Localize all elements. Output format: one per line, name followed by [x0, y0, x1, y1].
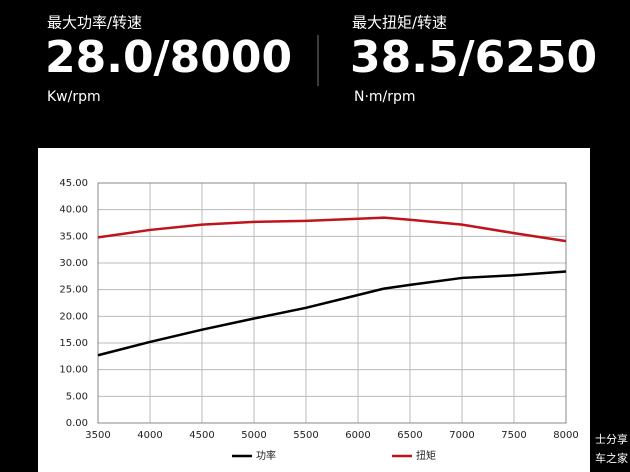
x-tick-label: 3500 [85, 430, 110, 441]
watermark: 车之家 [595, 451, 628, 465]
y-tick-label: 20.00 [59, 311, 88, 322]
x-tick-label: 6000 [345, 430, 370, 441]
watermark: 士分享 [595, 432, 628, 446]
stat-label: 最大功率/转速 [47, 14, 142, 32]
chart-panel [38, 148, 590, 472]
y-tick-label: 25.00 [59, 285, 88, 296]
line [97, 216, 567, 243]
stat-unit: Kw/rpm [47, 89, 101, 105]
y-tick-label: 30.00 [59, 258, 88, 269]
x-tick-label: 6500 [397, 430, 422, 441]
legend-label: 扭矩 [416, 449, 436, 462]
plot-frame [97, 182, 567, 424]
x-tick-label: 7000 [449, 430, 474, 441]
line [97, 270, 567, 357]
stat-label: 最大扭矩/转速 [352, 14, 447, 32]
y-tick-label: 15.00 [59, 338, 88, 349]
x-tick-label: 5500 [293, 430, 318, 441]
x-tick-label: 7500 [501, 430, 526, 441]
legend-label: 功率 [256, 449, 276, 462]
y-tick-label: 35.00 [59, 231, 88, 242]
y-tick-label: 5.00 [66, 391, 88, 402]
stat-value: 38.5/6250 [350, 32, 597, 83]
x-tick-label: 4000 [137, 430, 162, 441]
y-tick-label: 45.00 [59, 178, 88, 189]
x-tick-label: 5000 [241, 430, 266, 441]
y-tick-label: 40.00 [59, 205, 88, 216]
stat-unit: N·m/rpm [354, 89, 416, 105]
stat-value: 28.0/8000 [45, 32, 292, 83]
x-tick-label: 4500 [189, 430, 214, 441]
x-tick-label: 8000 [553, 430, 578, 441]
y-tick-label: 10.00 [59, 365, 88, 376]
y-tick-label: 0.00 [66, 418, 88, 429]
